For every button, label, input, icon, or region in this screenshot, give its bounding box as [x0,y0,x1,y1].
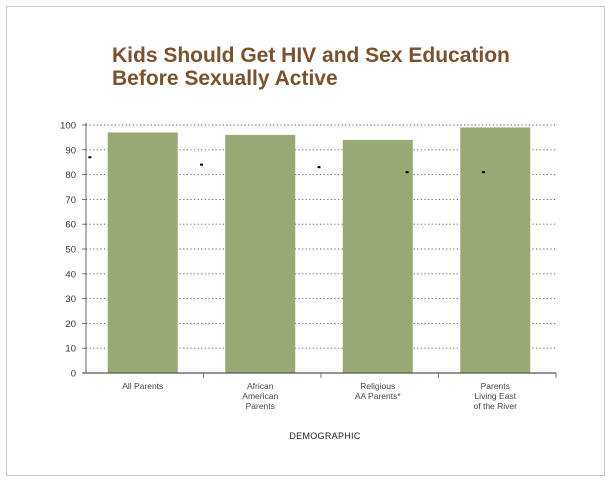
chart-title: Kids Should Get HIV and Sex Education Be… [112,44,510,90]
bar [107,132,178,373]
data-marker [200,163,203,166]
x-category-label: of the River [474,401,518,411]
y-tick-label: 40 [65,269,76,280]
x-axis-title: DEMOGRAPHIC [289,431,361,441]
data-marker [88,156,92,159]
y-tick-label: 60 [65,220,76,231]
chart-title-line-2: Before Sexually Active [112,67,338,90]
y-tick-label: 100 [60,121,76,132]
axes [82,123,557,378]
bars [107,127,531,373]
y-tick-label: 30 [65,294,76,305]
x-category-label: Living East [474,391,516,401]
y-tick-label: 10 [65,344,76,355]
bar [460,127,531,373]
x-category-label: Parents [246,401,275,411]
data-marker [482,171,485,174]
data-marker [317,166,321,169]
y-tick-label: 0 [71,369,76,380]
bar [225,134,296,373]
y-tick-label: 80 [65,170,76,181]
data-marker [405,171,409,174]
x-category-label: All Parents [122,381,163,391]
y-tick-label: 20 [65,319,76,330]
x-category-label: African [247,381,274,391]
y-tick-label: 70 [65,195,76,206]
markers [88,156,485,174]
bar [342,139,413,373]
y-tick-label: 90 [65,145,76,156]
chart-title-line-1: Kids Should Get HIV and Sex Education [112,44,510,67]
x-category-label: American [242,391,278,401]
x-category-label: Parents [481,381,510,391]
x-category-label: Religious [360,381,395,391]
y-tick-label: 50 [65,245,76,256]
tick-labels: 0 10 20 30 40 50 60 70 80 90 100 All Parents African… [60,121,517,412]
x-category-label: AA Parents* [355,391,402,401]
gridlines [86,124,556,349]
